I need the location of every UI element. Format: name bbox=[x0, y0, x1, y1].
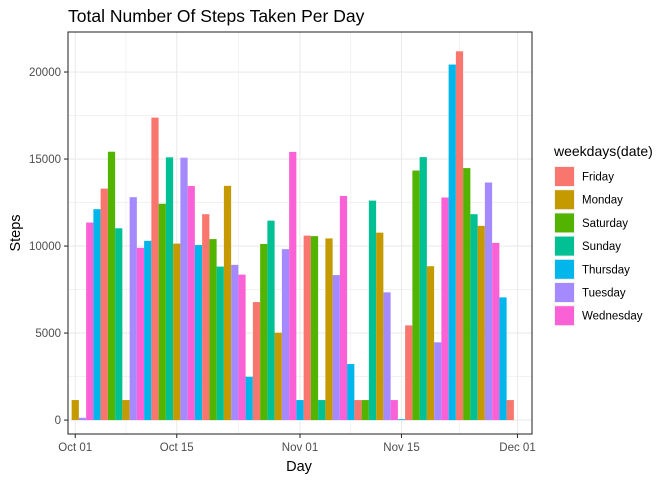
legend-swatch-tuesday bbox=[555, 283, 574, 302]
bar-2012-11-14 bbox=[390, 400, 398, 421]
legend-label-tuesday: Tuesday bbox=[582, 288, 626, 300]
legend-swatch-saturday bbox=[555, 213, 574, 233]
x-tick-label: Oct 15 bbox=[160, 442, 194, 454]
bar-2012-10-19 bbox=[202, 214, 210, 421]
axes-group: 0 5000 10000 15000 20000 Oct 01 Oct 15 Nov 01 No… bbox=[29, 31, 536, 454]
bar-2012-11-21 bbox=[441, 197, 449, 421]
bar-2012-11-02 bbox=[303, 235, 311, 421]
bar-2012-10-20 bbox=[209, 239, 217, 421]
bar-2012-10-11 bbox=[144, 240, 152, 421]
bar-2012-11-27 bbox=[484, 182, 493, 421]
bar-2012-10-12 bbox=[151, 117, 159, 421]
bar-2012-10-25 bbox=[245, 376, 253, 421]
bar-2012-10-07 bbox=[115, 228, 123, 421]
bar-2012-10-02 bbox=[78, 417, 87, 421]
bar-2012-11-25 bbox=[470, 214, 478, 421]
legend-swatch-sunday bbox=[555, 236, 574, 256]
bar-2012-11-07 bbox=[339, 195, 348, 421]
y-tick-label: 0 bbox=[55, 415, 61, 427]
bar-2012-10-30 bbox=[281, 249, 290, 421]
x-tick-label: Dec 01 bbox=[499, 442, 535, 454]
legend-label-friday: Friday bbox=[582, 172, 614, 184]
x-tick-label: Nov 01 bbox=[282, 442, 318, 454]
bars-group bbox=[71, 51, 514, 421]
bar-2012-10-13 bbox=[158, 203, 166, 421]
bar-2012-10-29 bbox=[274, 332, 282, 421]
bar-2012-11-28 bbox=[492, 242, 500, 421]
y-tick-label: 5000 bbox=[35, 328, 61, 340]
bar-2012-11-30 bbox=[506, 400, 514, 421]
bar-2012-11-26 bbox=[477, 225, 485, 421]
bar-2012-11-17 bbox=[412, 170, 420, 421]
legend-label-monday: Monday bbox=[582, 195, 623, 207]
bar-2012-11-16 bbox=[405, 325, 413, 421]
bar-2012-11-08 bbox=[347, 364, 355, 421]
y-tick-label: 10000 bbox=[29, 241, 61, 253]
bar-2012-11-23 bbox=[455, 51, 464, 421]
legend-label-wednesday: Wednesday bbox=[582, 311, 643, 323]
bar-2012-11-03 bbox=[310, 236, 319, 421]
legend-label-saturday: Saturday bbox=[582, 218, 628, 230]
legend: weekdays(date) Friday Monday Saturday Sunda… bbox=[553, 143, 653, 327]
legend-swatch-wednesday bbox=[555, 306, 574, 326]
y-tick-label: 20000 bbox=[29, 67, 61, 79]
bar-2012-10-18 bbox=[194, 245, 203, 421]
bar-2012-10-24 bbox=[238, 274, 246, 421]
bar-2012-10-17 bbox=[187, 186, 195, 421]
bar-2012-11-22 bbox=[448, 64, 456, 421]
bar-2012-10-23 bbox=[231, 264, 239, 421]
bar-2012-10-14 bbox=[165, 157, 174, 421]
y-axis-title: Steps bbox=[8, 214, 24, 251]
legend-swatch-friday bbox=[555, 167, 574, 186]
bar-2012-11-01 bbox=[296, 400, 304, 421]
bar-2012-10-01 bbox=[71, 400, 79, 421]
bar-2012-10-28 bbox=[267, 220, 275, 421]
legend-label-sunday: Sunday bbox=[582, 241, 621, 253]
bar-2012-11-19 bbox=[426, 266, 435, 421]
bar-2012-11-13 bbox=[383, 292, 391, 421]
bar-2012-11-15 bbox=[397, 419, 406, 421]
bar-2012-11-12 bbox=[376, 232, 384, 421]
chart-title: Total Number Of Steps Taken Per Day bbox=[68, 6, 365, 26]
bar-2012-11-18 bbox=[419, 157, 427, 421]
bar-2012-11-06 bbox=[332, 275, 340, 421]
bar-2012-11-04 bbox=[318, 400, 326, 421]
bar-2012-10-08 bbox=[122, 400, 130, 421]
legend-label-thursday: Thursday bbox=[582, 264, 630, 276]
legend-swatch-monday bbox=[555, 190, 574, 210]
bar-2012-11-05 bbox=[325, 238, 333, 421]
x-axis-title: Day bbox=[286, 459, 313, 475]
bar-2012-10-15 bbox=[173, 243, 181, 421]
bar-2012-10-04 bbox=[93, 209, 101, 421]
bar-2012-10-10 bbox=[136, 247, 145, 421]
bar-2012-10-06 bbox=[107, 151, 116, 421]
bar-2012-11-29 bbox=[499, 297, 507, 421]
bar-2012-10-21 bbox=[216, 266, 224, 421]
bar-2012-11-24 bbox=[463, 168, 471, 421]
y-tick-label: 15000 bbox=[29, 154, 61, 166]
legend-title: weekdays(date) bbox=[553, 143, 653, 159]
legend-swatch-thursday bbox=[555, 259, 574, 279]
bar-2012-10-03 bbox=[86, 222, 94, 421]
bar-2012-11-11 bbox=[368, 200, 377, 421]
bar-2012-10-16 bbox=[180, 157, 188, 421]
bar-2012-10-26 bbox=[252, 302, 261, 421]
x-tick-label: Oct 01 bbox=[58, 442, 92, 454]
bar-2012-11-20 bbox=[434, 342, 442, 421]
bar-2012-10-09 bbox=[129, 197, 137, 421]
bar-2012-10-22 bbox=[223, 185, 232, 421]
bar-2012-10-05 bbox=[100, 188, 108, 421]
bar-2012-11-09 bbox=[354, 400, 362, 421]
bar-2012-10-31 bbox=[289, 151, 297, 421]
x-tick-label: Nov 15 bbox=[383, 442, 419, 454]
bar-2012-10-27 bbox=[260, 243, 268, 421]
bar-2012-11-10 bbox=[361, 400, 369, 421]
